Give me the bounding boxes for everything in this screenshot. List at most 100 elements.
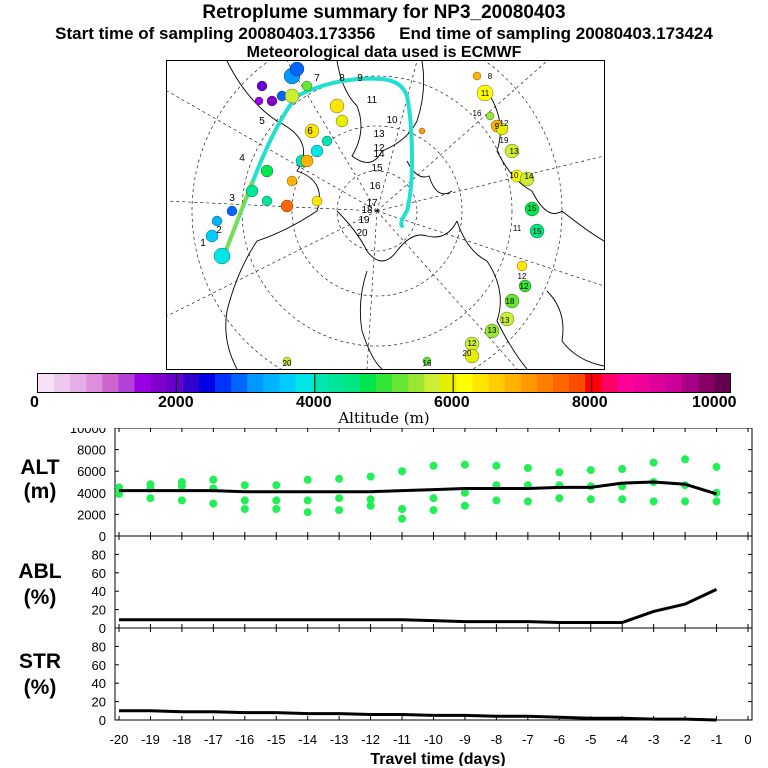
mean-plume-track [220,76,415,263]
cluster-label: 12 [468,339,477,348]
day-label: 11 [367,95,378,106]
colorbar-swatch [552,374,570,392]
cluster-marker [524,201,540,217]
y-tick-label: 40 [92,584,106,599]
day-label: 4 [239,153,245,164]
meridian [376,210,518,369]
cluster-marker [304,123,320,139]
meridian [376,61,418,212]
colorbar-swatch [263,374,280,392]
cluster-marker [504,143,520,159]
cluster-marker [519,171,535,187]
cluster-marker [211,215,223,227]
x-tick-label: -15 [267,732,286,747]
colorbar-tick: 6000 [434,394,470,411]
cluster-marker [422,356,432,366]
colorbar-swatch [392,374,409,392]
cluster-marker [300,154,314,168]
coastlines [225,61,604,369]
colorbar-swatch [585,374,602,392]
cluster-marker [329,98,345,114]
y-tick-label: 40 [92,676,106,691]
alt-panel: ALT (m) 10000 8000 6000 4000 2000 0 [20,428,753,544]
cluster-label: 19 [500,136,509,145]
alt-cluster-point [209,499,218,508]
alt-cluster-point [523,464,532,472]
x-tick-label: -18 [173,732,192,747]
cluster-label: 20 [463,349,472,358]
alt-cluster-point [523,497,532,506]
alt-cluster-point [398,467,407,476]
colorbar-swatch [38,374,55,392]
colorbar-swatch [247,374,264,392]
abl-label-bottom: (%) [24,586,57,609]
colorbar-swatch [231,374,248,392]
cluster-marker [529,223,545,239]
abl-y-ticks: 80 60 40 20 0 [92,547,752,636]
cluster-marker [485,111,495,121]
x-tick-label: -12 [361,732,380,747]
colorbar-swatch [649,374,667,392]
alt-cluster-point [618,495,627,504]
colorbar-swatch [102,374,119,392]
y-tick-label: 8000 [77,443,106,458]
x-tick-label: -1 [711,732,723,747]
cluster-label: 14 [525,172,534,181]
lat-circle [336,170,418,252]
day-label: 12 [373,143,385,154]
cluster-label: 11 [481,89,490,98]
str-line [119,709,717,722]
x-tick-label: -7 [522,732,534,747]
alt-cluster-point [335,474,344,483]
cluster-marker [256,80,268,92]
x-tick-label: -5 [585,732,597,747]
cluster-marker [495,122,509,136]
day-label: 16 [369,181,381,192]
alt-cluster-point [366,495,375,504]
colorbar-tick: 4000 [296,394,332,411]
cluster-marker [245,184,259,198]
alt-cluster-point [240,505,249,513]
cluster-marker [518,279,532,293]
cluster-label: 13 [510,147,519,156]
alt-label-bottom: (m) [24,480,57,503]
cluster-marker [335,114,349,128]
meridian [167,90,378,212]
met-data-label: Meteorological data used is ECMWF [246,44,522,61]
alt-cluster-point [272,505,281,513]
cluster-marker [205,229,219,243]
colorbar-swatch [327,374,345,392]
cluster-marker [289,61,305,77]
colorbar-swatch [311,374,329,392]
day-label: 9 [357,73,363,84]
alt-cluster-point [272,481,281,490]
y-tick-label: 60 [92,566,106,581]
x-axis-ticks: -20 -19 -18 -17 -16 -15 -14 -13 -12 -11 -10 -9 -8 -7-… [110,428,752,747]
day-label: 20 [356,228,368,239]
colorbar-swatch [54,374,71,392]
cluster-marker [464,348,480,364]
str-panel: STR (%) 80 60 40 20 0 [19,627,753,728]
alt-cluster-point [460,488,469,497]
str-panel-frame [114,627,753,721]
y-tick-label: 0 [99,529,106,544]
y-tick-label: 20 [92,603,106,618]
alt-cluster-point [366,472,375,481]
colorbar-swatch [375,374,393,392]
cluster-label: 18 [506,297,515,306]
day-label: 2 [216,225,222,236]
alt-label-top: ALT [20,456,59,479]
y-tick-label: 10000 [70,428,106,436]
colorbar-swatch [279,374,296,392]
colorbar-swatch [359,374,377,392]
alt-cluster-point [303,496,312,505]
alt-y-ticks: 10000 8000 6000 4000 2000 0 [70,428,752,544]
colorbar-swatch [198,374,216,392]
alt-cluster-point [146,480,155,489]
colorbar-swatch [440,374,457,392]
cluster-marker [311,195,323,207]
lat-circle [241,75,513,347]
alt-cluster-point [460,460,469,469]
day-label: 13 [373,129,385,140]
